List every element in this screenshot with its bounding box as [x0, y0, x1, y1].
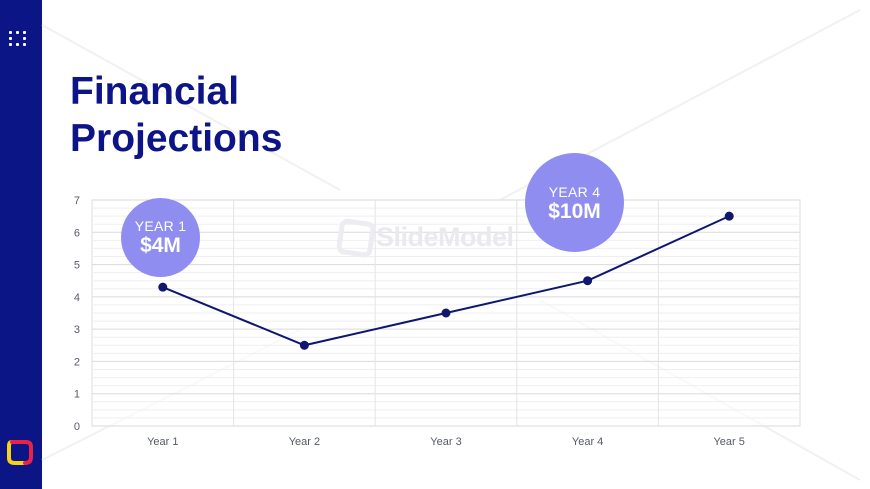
brand-logo-icon [7, 440, 33, 465]
chart-axes: 0 1 2 3 4 5 6 7 Year 1 Year 2 Year 3 Year 4 Year 5 [74, 195, 745, 448]
chart-grid [91, 199, 801, 427]
y-tick-label: 0 [74, 421, 80, 433]
x-tick-label: Year 2 [289, 436, 320, 448]
watermark-text: SlideModel [376, 222, 514, 252]
y-tick-label: 3 [74, 324, 80, 336]
x-tick-label: Year 5 [713, 436, 744, 448]
callout-label: YEAR 1 [134, 218, 187, 234]
x-tick-label: Year 3 [430, 436, 461, 448]
callout-value: $10M [548, 200, 601, 223]
y-tick-label: 2 [74, 356, 80, 368]
y-tick-label: 4 [74, 292, 80, 304]
x-tick-label: Year 4 [572, 436, 603, 448]
data-point [158, 282, 168, 292]
y-tick-label: 1 [74, 389, 80, 401]
y-tick-label: 5 [74, 260, 80, 272]
y-tick-label: 6 [74, 227, 80, 239]
grid-dots-icon [9, 31, 31, 47]
data-point [299, 340, 309, 350]
chart-series [158, 211, 734, 350]
watermark-logo-icon [335, 217, 377, 259]
x-tick-label: Year 1 [147, 436, 178, 448]
title-line-2: Projections [70, 117, 283, 160]
page-title: Financial Projections [70, 68, 282, 162]
sidebar-bar [0, 0, 42, 489]
title-line-1: Financial [70, 70, 240, 113]
callout-label: YEAR 4 [548, 184, 601, 200]
y-tick-label: 7 [74, 195, 80, 207]
watermark: SlideModel [335, 214, 538, 259]
data-point [724, 211, 734, 221]
data-point [583, 276, 593, 286]
callout-year-4: YEAR 4 $10M [525, 153, 624, 252]
callout-value: $4M [140, 234, 181, 257]
data-point [441, 308, 451, 318]
callout-year-1: YEAR 1 $4M [121, 198, 200, 277]
